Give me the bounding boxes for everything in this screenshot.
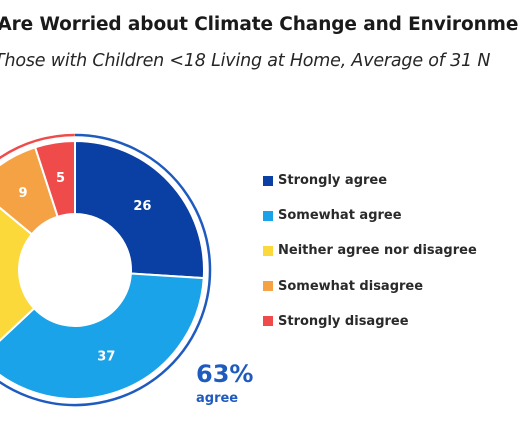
agree-total-label: agree bbox=[196, 391, 239, 406]
other-outer-ring bbox=[0, 133, 75, 160]
data-label: 5 bbox=[56, 171, 65, 186]
pie-slice-neither-agree-nor-disagree bbox=[0, 206, 36, 342]
legend-swatch bbox=[263, 316, 273, 327]
data-label: 37 bbox=[97, 350, 115, 365]
chart-title: n Are Worried about Climate Change and E… bbox=[0, 14, 519, 35]
chart-legend: Strongly agree Somewhat agree Neither ag… bbox=[263, 163, 477, 339]
chart-subtitle: Those with Children <18 Living at Home, … bbox=[0, 51, 491, 71]
data-label: 26 bbox=[133, 199, 151, 214]
agree-total-value: 63% bbox=[196, 360, 254, 388]
pie-slice-strongly-disagree bbox=[33, 139, 76, 219]
legend-swatch bbox=[263, 175, 273, 186]
pie-slice-somewhat-agree bbox=[0, 272, 205, 400]
data-label: 9 bbox=[18, 186, 27, 201]
legend-label: Strongly agree bbox=[278, 173, 388, 189]
legend-item-somewhat-agree: Somewhat agree bbox=[263, 198, 477, 233]
legend-item-neither: Neither agree nor disagree bbox=[263, 233, 477, 268]
legend-item-strongly-agree: Strongly agree bbox=[263, 163, 477, 198]
legend-swatch bbox=[263, 281, 273, 292]
legend-item-somewhat-disagree: Somewhat disagree bbox=[263, 269, 477, 304]
agree-outer-ring bbox=[0, 133, 212, 407]
legend-swatch bbox=[263, 210, 273, 221]
pie-slice-strongly-agree bbox=[74, 139, 205, 280]
legend-swatch bbox=[263, 245, 273, 256]
legend-item-strongly-disagree: Strongly disagree bbox=[263, 304, 477, 339]
legend-label: Neither agree nor disagree bbox=[278, 243, 477, 259]
legend-label: Somewhat disagree bbox=[278, 278, 424, 294]
legend-label: Strongly disagree bbox=[278, 313, 409, 329]
legend-label: Somewhat agree bbox=[278, 208, 402, 224]
